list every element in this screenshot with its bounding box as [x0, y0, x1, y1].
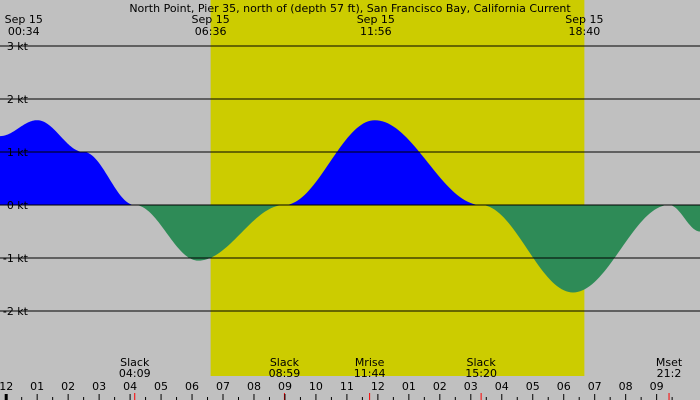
y-tick-label: -2 kt — [3, 305, 29, 318]
x-tick-label: 07 — [588, 380, 602, 393]
top-event-time: 18:40 — [569, 25, 601, 38]
x-tick-label: 08 — [247, 380, 261, 393]
bottom-event-time: 04:09 — [119, 367, 151, 380]
y-gridlines — [0, 45, 700, 312]
x-tick-label: 02 — [433, 380, 447, 393]
top-event-date: Sep 15 — [5, 13, 43, 26]
y-tick-label: 3 kt — [7, 40, 29, 53]
x-tick-label: 04 — [123, 380, 137, 393]
bottom-event-name: Slack — [120, 356, 150, 369]
x-tick-label: 12 — [0, 380, 13, 393]
x-tick-label: 03 — [464, 380, 478, 393]
bottom-event-labels: Slack04:09Slack08:59Mrise11:44Slack15:20… — [119, 356, 683, 400]
bottom-event-name: Slack — [270, 356, 300, 369]
y-axis-labels: 3 kt 2 kt 1 kt 0 kt -1 kt -2 kt — [3, 40, 29, 318]
x-tick-label: 08 — [619, 380, 633, 393]
top-event-time: 00:34 — [8, 25, 40, 38]
x-tick-label: 07 — [216, 380, 230, 393]
x-axis-ticks: 1112010203040506070809101112010203040506… — [0, 380, 673, 400]
y-tick-label: -1 kt — [3, 252, 29, 265]
top-event-date: Sep 15 — [357, 13, 395, 26]
chart-title: North Point, Pier 35, north of (depth 57… — [129, 2, 571, 15]
x-tick-label: 05 — [154, 380, 168, 393]
bottom-event-name: Mset — [656, 356, 683, 369]
x-tick-label: 12 — [371, 380, 385, 393]
x-tick-label: 04 — [495, 380, 509, 393]
bottom-event-name: Slack — [467, 356, 497, 369]
x-tick-label: 01 — [30, 380, 44, 393]
bottom-event-time: 11:44 — [354, 367, 386, 380]
x-tick-label: 05 — [526, 380, 540, 393]
x-tick-label: 09 — [278, 380, 292, 393]
bottom-event-time: 08:59 — [269, 367, 301, 380]
x-tick-label: 09 — [650, 380, 664, 393]
y-tick-label: 1 kt — [7, 146, 29, 159]
top-event-time: 11:56 — [360, 25, 392, 38]
top-event-time: 06:36 — [195, 25, 227, 38]
y-tick-label: 2 kt — [7, 93, 29, 106]
bottom-event-time: 21:2 — [657, 367, 682, 380]
x-tick-label: 10 — [309, 380, 323, 393]
y-tick-label: 0 kt — [7, 199, 29, 212]
x-tick-label: 03 — [92, 380, 106, 393]
x-tick-label: 11 — [340, 380, 354, 393]
x-tick-label: 01 — [402, 380, 416, 393]
top-event-date: Sep 15 — [192, 13, 230, 26]
bottom-event-name: Mrise — [355, 356, 385, 369]
x-tick-label: 06 — [185, 380, 199, 393]
x-tick-label: 06 — [557, 380, 571, 393]
top-event-date: Sep 15 — [565, 13, 603, 26]
flood-current-area — [0, 120, 700, 205]
ebb-current-area — [0, 205, 700, 293]
x-tick-label: 02 — [61, 380, 75, 393]
bottom-event-time: 15:20 — [465, 367, 497, 380]
